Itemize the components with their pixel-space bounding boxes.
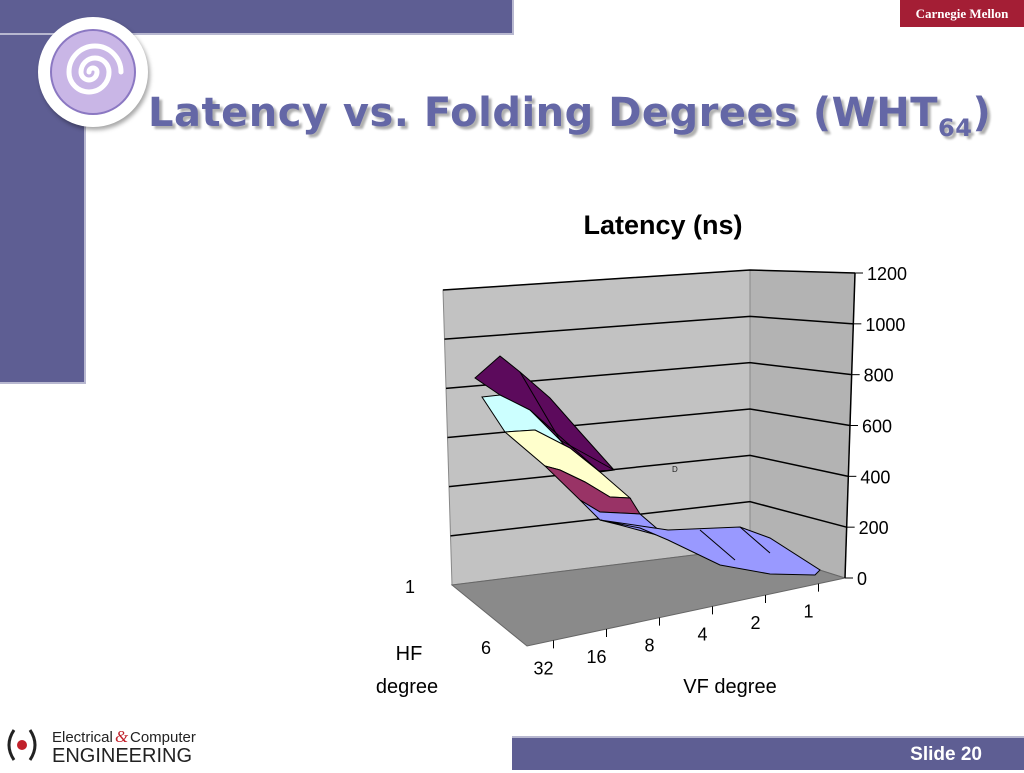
x-axis-tick-label: 8 — [644, 636, 654, 656]
slide-title-main: Latency vs. Folding Degrees (WHT — [148, 90, 939, 136]
ece-logo-line1b: Computer — [130, 729, 196, 746]
slide-title: Latency vs. Folding Degrees (WHT64) — [148, 90, 991, 142]
x-axis-label: VF degree — [683, 676, 776, 698]
z-axis-tick-label: 200 — [859, 518, 889, 538]
z-axis-line — [844, 272, 856, 579]
x-axis-tick-label: 1 — [803, 602, 813, 622]
z-axis-tick-label: 0 — [857, 569, 867, 589]
spiral-logo — [38, 17, 148, 127]
chart-gridline — [442, 269, 856, 291]
footer-bar: Slide 20 — [512, 736, 1024, 770]
chart-gridline — [445, 361, 852, 390]
chart-gridline — [444, 315, 854, 340]
ece-logo-line2: ENGINEERING — [52, 745, 192, 767]
spiral-icon — [50, 29, 136, 115]
ece-logo-line1: Electrical — [52, 729, 113, 746]
slide-title-subscript: 64 — [938, 114, 973, 142]
z-axis-tick-label: 600 — [862, 417, 892, 437]
chart-gridline — [448, 454, 849, 488]
chart-annotation: D — [672, 465, 678, 474]
surface-mesh-line — [559, 439, 615, 471]
z-axis-tick-label: 1200 — [867, 264, 907, 284]
surface-mesh-line — [519, 371, 561, 441]
ece-logo-amp: & — [115, 727, 129, 746]
x-axis-tick-label: 4 — [697, 624, 707, 644]
x-axis-tick-label: 32 — [533, 658, 553, 678]
surface-mesh-line — [529, 409, 601, 473]
z-axis-tick-label: 1000 — [865, 315, 905, 335]
z-axis-tick-label: 800 — [864, 366, 894, 386]
slide-title-end: ) — [972, 90, 992, 136]
x-axis-tick-label: 2 — [750, 613, 760, 633]
cmu-brand-badge: Carnegie Mellon — [900, 0, 1024, 27]
x-axis-tick-label: 16 — [586, 647, 606, 667]
surface-mesh-line — [699, 529, 736, 561]
y-axis-label-line2: degree — [376, 676, 438, 698]
surface-mesh-line — [739, 526, 771, 554]
slide-number: Slide 20 — [910, 744, 982, 765]
y-axis-tick-label: 1 — [405, 577, 415, 597]
chart-title: Latency (ns) — [583, 210, 742, 240]
z-axis-tick-label: 400 — [860, 467, 890, 487]
surface-flat-tail — [599, 519, 821, 576]
ece-emblem-icon — [7, 729, 37, 761]
y-axis-label-line1: HF — [396, 643, 423, 665]
y-axis-tick-label: 6 — [481, 638, 491, 658]
chart-gridline — [450, 500, 847, 537]
ece-logo: Electrical & Computer ENGINEERING — [0, 722, 205, 768]
